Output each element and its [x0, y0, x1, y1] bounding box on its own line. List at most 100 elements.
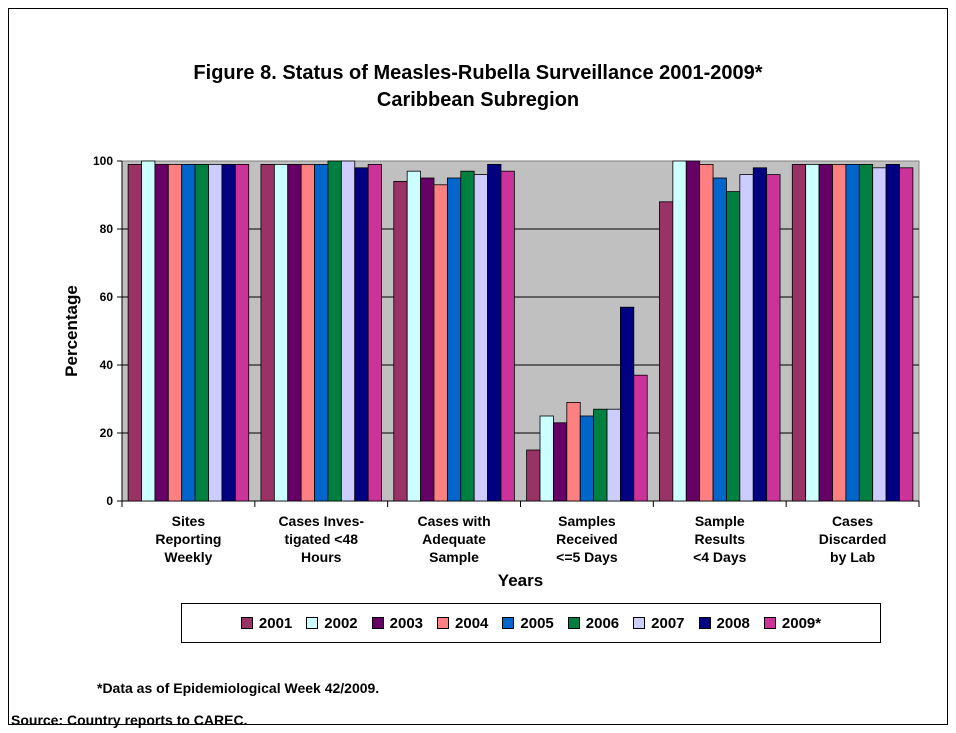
bar-2006-5	[858, 163, 874, 502]
legend-label: 2006	[585, 614, 620, 632]
bar-2008-1	[354, 167, 369, 502]
bar-2007-2	[473, 174, 488, 502]
bar-2004-0	[167, 163, 183, 502]
legend-label: 2002	[324, 614, 358, 632]
bar-2006-4	[726, 191, 741, 502]
category-label: Reporting	[155, 531, 221, 547]
bar-2004-1	[300, 163, 315, 502]
legend-swatch	[698, 617, 711, 629]
bar-2002-0	[141, 160, 156, 502]
bar-2001-4	[659, 201, 674, 502]
bar-2003-4	[685, 160, 701, 502]
y-tick-label: 60	[100, 290, 114, 304]
category-label: Sites	[172, 513, 206, 529]
bar-2003-1	[287, 163, 302, 502]
legend-swatch	[437, 617, 450, 629]
bar-2009-5	[899, 167, 914, 502]
legend-item: 2003	[371, 614, 424, 632]
bar-2003-0	[154, 163, 169, 502]
category-label: Weekly	[164, 549, 212, 565]
bar-2007-5	[872, 167, 887, 502]
bar-2009-0	[234, 163, 250, 502]
bar-2005-4	[712, 177, 727, 502]
bar-2001-0	[127, 163, 142, 502]
legend-label: 2009*	[781, 614, 822, 632]
bar-2009-3	[633, 374, 648, 502]
bar-2004-4	[699, 163, 714, 502]
bar-2002-5	[805, 163, 820, 502]
legend-swatch	[371, 617, 384, 629]
category-label: <=5 Days	[556, 549, 618, 565]
category-label: Results	[694, 531, 745, 547]
category-label: tigated <48	[284, 531, 358, 547]
y-tick-label: 80	[100, 222, 114, 236]
legend-swatch	[633, 617, 646, 629]
category-label: Cases with	[418, 513, 491, 529]
bar-2006-3	[593, 408, 608, 502]
category-label: by Lab	[830, 549, 875, 565]
bar-2007-0	[208, 163, 223, 502]
bar-2001-2	[393, 180, 408, 502]
category-label: Discarded	[819, 531, 887, 547]
bar-2008-5	[885, 163, 900, 502]
legend-item: 2004	[437, 615, 488, 632]
legend-label: 2008	[716, 614, 750, 632]
legend-item: 2005	[502, 615, 554, 632]
y-tick-label: 20	[100, 426, 114, 440]
legend-item: 2002	[306, 614, 358, 632]
legend-item: 2009*	[763, 614, 822, 632]
legend-label: 2003	[389, 614, 424, 632]
bar-2007-1	[340, 160, 356, 502]
bar-2004-5	[832, 163, 847, 502]
bar-2006-1	[327, 160, 342, 502]
bar-2005-2	[446, 177, 462, 502]
bar-2006-2	[460, 170, 475, 502]
legend-item: 2006	[567, 614, 620, 632]
bar-2001-5	[791, 163, 807, 502]
bar-2005-5	[845, 163, 860, 502]
footnote: *Data as of Epidemiological Week 42/2009…	[97, 680, 380, 696]
category-label: Adequate	[422, 531, 486, 547]
bar-2006-0	[194, 163, 209, 502]
category-label: Sample	[695, 513, 745, 529]
plot-area	[121, 160, 920, 502]
y-tick-label: 100	[93, 154, 113, 168]
legend-swatch	[567, 617, 580, 629]
category-label: Samples	[558, 513, 616, 529]
x-axis-title: Years	[498, 571, 543, 590]
y-axis-title: Percentage	[62, 285, 81, 377]
bar-2009-1	[367, 163, 382, 502]
category-label: Cases Inves-	[278, 513, 364, 529]
legend-swatch	[240, 617, 253, 629]
bar-2008-4	[752, 167, 768, 502]
bar-2007-4	[739, 174, 754, 502]
legend-label: 2007	[651, 614, 685, 632]
legend-swatch	[502, 617, 515, 629]
bar-2002-3	[539, 415, 554, 502]
legend-item: 2001	[240, 614, 293, 632]
category-label: Cases	[832, 513, 873, 529]
bar-2002-4	[672, 160, 687, 502]
category-label: Hours	[301, 549, 342, 565]
bar-2009-2	[500, 170, 515, 502]
y-tick-label: 0	[106, 494, 113, 508]
chart-subtitle: Caribbean Subregion	[376, 89, 580, 111]
bar-2005-3	[579, 415, 595, 502]
bar-2004-2	[433, 184, 448, 502]
bar-2003-5	[818, 163, 833, 502]
bar-2002-2	[406, 170, 421, 502]
category-label: <4 Days	[693, 549, 747, 565]
bar-2004-3	[566, 401, 581, 502]
legend-item: 2007	[633, 614, 685, 632]
legend-swatch	[306, 617, 319, 629]
source-note: Source: Country reports to CAREC.	[11, 712, 248, 728]
bar-2008-3	[620, 306, 635, 502]
legend-label: 2001	[258, 614, 293, 632]
chart-legend: 2001 2002 2003 2004 2005 2006 2007 2008 2009*	[181, 603, 881, 643]
bar-2002-1	[273, 163, 289, 502]
bar-2001-1	[260, 163, 275, 502]
legend-swatch	[763, 617, 776, 629]
legend-item: 2008	[698, 614, 750, 632]
figure-frame	[8, 8, 948, 725]
